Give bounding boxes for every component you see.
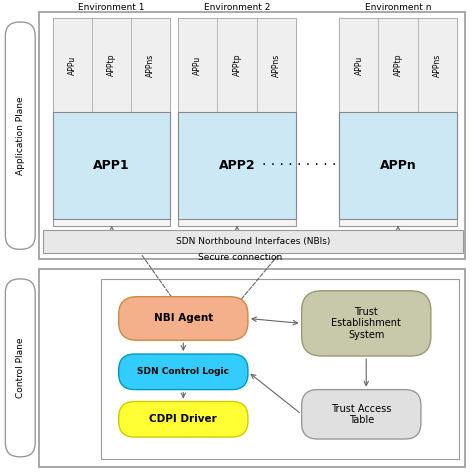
FancyBboxPatch shape bbox=[301, 390, 421, 439]
Text: APPu: APPu bbox=[68, 55, 77, 74]
Text: Trust
Establishment
System: Trust Establishment System bbox=[331, 307, 401, 340]
FancyBboxPatch shape bbox=[118, 297, 248, 340]
Bar bbox=[53, 18, 92, 112]
Bar bbox=[339, 18, 379, 112]
Text: APP2: APP2 bbox=[219, 159, 255, 172]
Text: NBI Agent: NBI Agent bbox=[154, 313, 213, 323]
Text: APPtp: APPtp bbox=[107, 54, 116, 76]
Bar bbox=[256, 18, 296, 112]
Text: CDPI Driver: CDPI Driver bbox=[149, 414, 217, 424]
Bar bbox=[339, 18, 457, 226]
Bar bbox=[39, 269, 465, 467]
Text: SDN Control Logic: SDN Control Logic bbox=[137, 367, 229, 376]
Bar bbox=[92, 18, 131, 112]
Bar bbox=[53, 18, 170, 226]
Text: Environment 1: Environment 1 bbox=[79, 3, 145, 12]
Bar bbox=[178, 112, 296, 219]
FancyBboxPatch shape bbox=[118, 401, 248, 437]
Text: Application Plane: Application Plane bbox=[16, 96, 25, 175]
Text: APPns: APPns bbox=[272, 54, 281, 77]
Text: APPtp: APPtp bbox=[233, 54, 241, 76]
Bar bbox=[131, 18, 170, 112]
Bar bbox=[379, 18, 418, 112]
Bar bbox=[53, 112, 170, 219]
Text: APPu: APPu bbox=[193, 55, 202, 74]
FancyBboxPatch shape bbox=[301, 291, 431, 356]
FancyBboxPatch shape bbox=[118, 354, 248, 390]
FancyBboxPatch shape bbox=[5, 22, 35, 249]
Text: Secure connection: Secure connection bbox=[198, 253, 282, 262]
Text: APPtp: APPtp bbox=[393, 54, 402, 76]
FancyBboxPatch shape bbox=[5, 279, 35, 457]
Bar bbox=[43, 229, 463, 253]
Text: APPns: APPns bbox=[433, 54, 442, 77]
Bar bbox=[178, 18, 218, 112]
Bar bbox=[339, 112, 457, 219]
Bar bbox=[39, 12, 465, 259]
Text: APP1: APP1 bbox=[93, 159, 130, 172]
Bar bbox=[418, 18, 457, 112]
Text: SDN Northbound Interfaces (NBIs): SDN Northbound Interfaces (NBIs) bbox=[176, 237, 330, 246]
Text: Control Plane: Control Plane bbox=[16, 337, 25, 398]
Text: Environment n: Environment n bbox=[365, 3, 431, 12]
Bar bbox=[101, 279, 459, 459]
Text: · · · · · · · · ·: · · · · · · · · · bbox=[263, 158, 337, 172]
Text: APPu: APPu bbox=[355, 55, 364, 74]
Text: Trust Access
Table: Trust Access Table bbox=[331, 403, 392, 425]
Text: APPn: APPn bbox=[380, 159, 417, 172]
Text: APPns: APPns bbox=[146, 54, 155, 77]
Bar bbox=[218, 18, 256, 112]
Bar bbox=[178, 18, 296, 226]
Text: Environment 2: Environment 2 bbox=[204, 3, 270, 12]
